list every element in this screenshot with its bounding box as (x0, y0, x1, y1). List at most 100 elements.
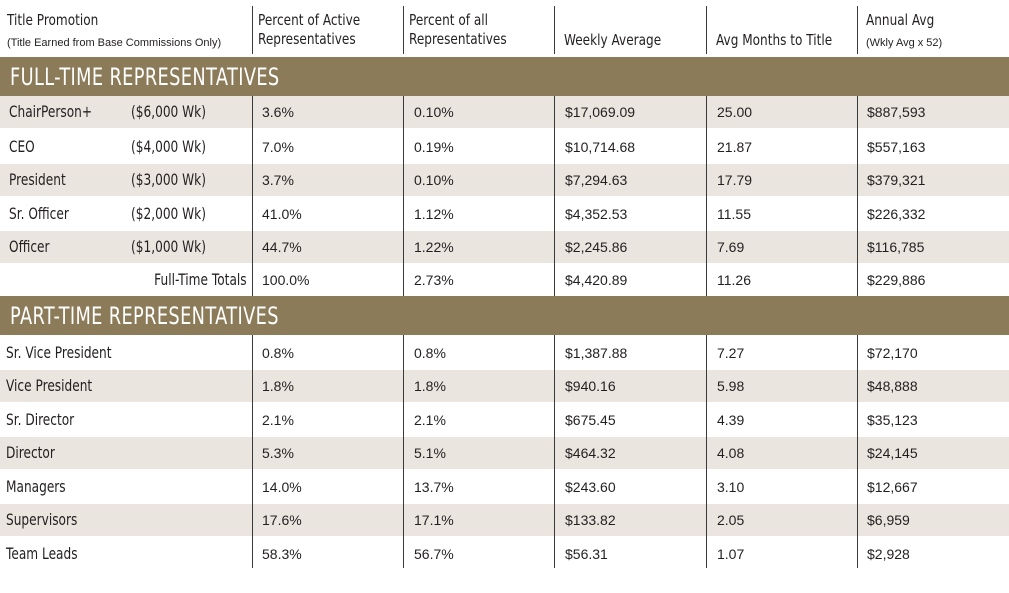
cell-weekly-avg: $56.31 (565, 546, 608, 562)
cell-pct-active: 5.3% (262, 445, 294, 461)
divider-ft (252, 96, 253, 296)
cell-pct-all: 1.12% (414, 206, 454, 222)
header-title-promotion-sub: (Title Earned from Base Commissions Only… (7, 37, 222, 49)
cell-pct-active: 2.1% (262, 412, 294, 428)
divider-pt (554, 335, 555, 568)
divider-ft (403, 96, 404, 296)
cell-months: 7.69 (717, 239, 745, 255)
cell-pct-active: 17.6% (262, 512, 302, 528)
header-annual-avg: Annual Avg (866, 11, 935, 29)
section-label-part-time: PART-TIME REPRESENTATIVES (10, 302, 279, 330)
cell-months: 7.27 (717, 345, 745, 361)
cell-pct-active: 58.3% (262, 546, 302, 562)
cell-months: 11.26 (717, 272, 751, 288)
row-title: Director (6, 443, 55, 462)
cell-pct-active: 100.0% (262, 272, 310, 288)
divider-header (252, 6, 253, 54)
cell-annual: $6,959 (867, 512, 910, 528)
cell-annual: $35,123 (867, 412, 918, 428)
row-weekly-requirement: ($6,000 Wk) (131, 102, 206, 121)
cell-months: 4.08 (717, 445, 745, 461)
table-row: Sr. Director 2.1% 2.1% $675.45 4.39 $35,… (0, 404, 1009, 436)
header-pct-all-1: Percent of all (409, 11, 488, 29)
row-title: Sr. Officer (9, 204, 69, 223)
cell-pct-all: 0.19% (414, 139, 454, 155)
row-title: Managers (6, 477, 66, 496)
cell-annual: $226,332 (867, 206, 926, 222)
table-row: ChairPerson+ ($6,000 Wk) 3.6% 0.10% $17,… (0, 96, 1009, 128)
cell-pct-all: 1.8% (414, 378, 446, 394)
cell-months: 2.05 (717, 512, 745, 528)
divider-header (857, 6, 858, 54)
divider-header (403, 6, 404, 54)
cell-pct-all: 1.22% (414, 239, 454, 255)
table-row: Team Leads 58.3% 56.7% $56.31 1.07 $2,92… (0, 538, 1009, 570)
totals-row: Full-Time Totals 100.0% 2.73% $4,420.89 … (0, 265, 1009, 295)
divider-ft (706, 96, 707, 296)
cell-pct-active: 14.0% (262, 479, 302, 495)
header-pct-all-2: Representatives (409, 30, 507, 48)
cell-months: 1.07 (717, 546, 745, 562)
cell-annual: $24,145 (867, 445, 918, 461)
row-title: ChairPerson+ (9, 102, 93, 121)
cell-annual: $557,163 (867, 139, 926, 155)
cell-annual: $229,886 (867, 272, 926, 288)
cell-annual: $116,785 (867, 239, 925, 255)
row-title: CEO (9, 137, 35, 156)
row-title: Supervisors (6, 510, 78, 529)
section-label-full-time: FULL-TIME REPRESENTATIVES (10, 63, 280, 91)
cell-pct-active: 7.0% (262, 139, 294, 155)
cell-weekly-avg: $2,245.86 (565, 239, 628, 255)
divider-header (554, 6, 555, 54)
cell-pct-active: 1.8% (262, 378, 294, 394)
cell-pct-all: 0.10% (414, 172, 454, 188)
divider-pt (403, 335, 404, 568)
cell-annual: $887,593 (867, 104, 926, 120)
divider-ft (857, 96, 858, 296)
cell-weekly-avg: $1,387.88 (565, 345, 628, 361)
divider-header (706, 6, 707, 54)
header-avg-months: Avg Months to Title (716, 31, 833, 49)
cell-months: 25.00 (717, 104, 753, 120)
cell-weekly-avg: $133.82 (565, 512, 616, 528)
divider-ft (554, 96, 555, 296)
cell-months: 11.55 (717, 206, 751, 222)
cell-months: 5.98 (717, 378, 745, 394)
divider-pt (706, 335, 707, 568)
cell-pct-all: 0.8% (414, 345, 446, 361)
cell-annual: $72,170 (867, 345, 918, 361)
row-title: Sr. Vice President (6, 343, 112, 362)
header-weekly-average: Weekly Average (564, 31, 662, 49)
header-annual-avg-sub: (Wkly Avg x 52) (866, 37, 943, 49)
cell-weekly-avg: $17,069.09 (565, 104, 636, 120)
table-row: Sr. Vice President 0.8% 0.8% $1,387.88 7… (0, 337, 1009, 369)
table-row: CEO ($4,000 Wk) 7.0% 0.19% $10,714.68 21… (0, 131, 1009, 163)
table-row: Sr. Officer ($2,000 Wk) 41.0% 1.12% $4,3… (0, 198, 1009, 230)
row-weekly-requirement: ($4,000 Wk) (131, 137, 206, 156)
cell-pct-active: 3.6% (262, 104, 294, 120)
cell-pct-active: 0.8% (262, 345, 294, 361)
section-band-part-time: PART-TIME REPRESENTATIVES (0, 296, 1009, 335)
table-row: Supervisors 17.6% 17.1% $133.82 2.05 $6,… (0, 504, 1009, 536)
row-title: Vice President (6, 376, 93, 395)
header-pct-active-1: Percent of Active (258, 11, 361, 29)
cell-pct-all: 13.7% (414, 479, 454, 495)
row-weekly-requirement: ($3,000 Wk) (131, 170, 206, 189)
row-title: Officer (9, 237, 50, 256)
cell-pct-all: 2.73% (414, 272, 454, 288)
cell-annual: $12,667 (867, 479, 918, 495)
cell-months: 4.39 (717, 412, 745, 428)
cell-pct-active: 44.7% (262, 239, 302, 255)
cell-pct-active: 41.0% (262, 206, 302, 222)
table-row: President ($3,000 Wk) 3.7% 0.10% $7,294.… (0, 164, 1009, 196)
cell-weekly-avg: $940.16 (565, 378, 616, 394)
cell-pct-active: 3.7% (262, 172, 294, 188)
row-title: President (9, 170, 66, 189)
table-header: Title Promotion (Title Earned from Base … (0, 0, 1009, 57)
cell-weekly-avg: $4,352.53 (565, 206, 628, 222)
divider-pt (252, 335, 253, 568)
cell-weekly-avg: $464.32 (565, 445, 616, 461)
cell-months: 3.10 (717, 479, 745, 495)
table-row: Managers 14.0% 13.7% $243.60 3.10 $12,66… (0, 471, 1009, 503)
cell-weekly-avg: $4,420.89 (565, 272, 628, 288)
